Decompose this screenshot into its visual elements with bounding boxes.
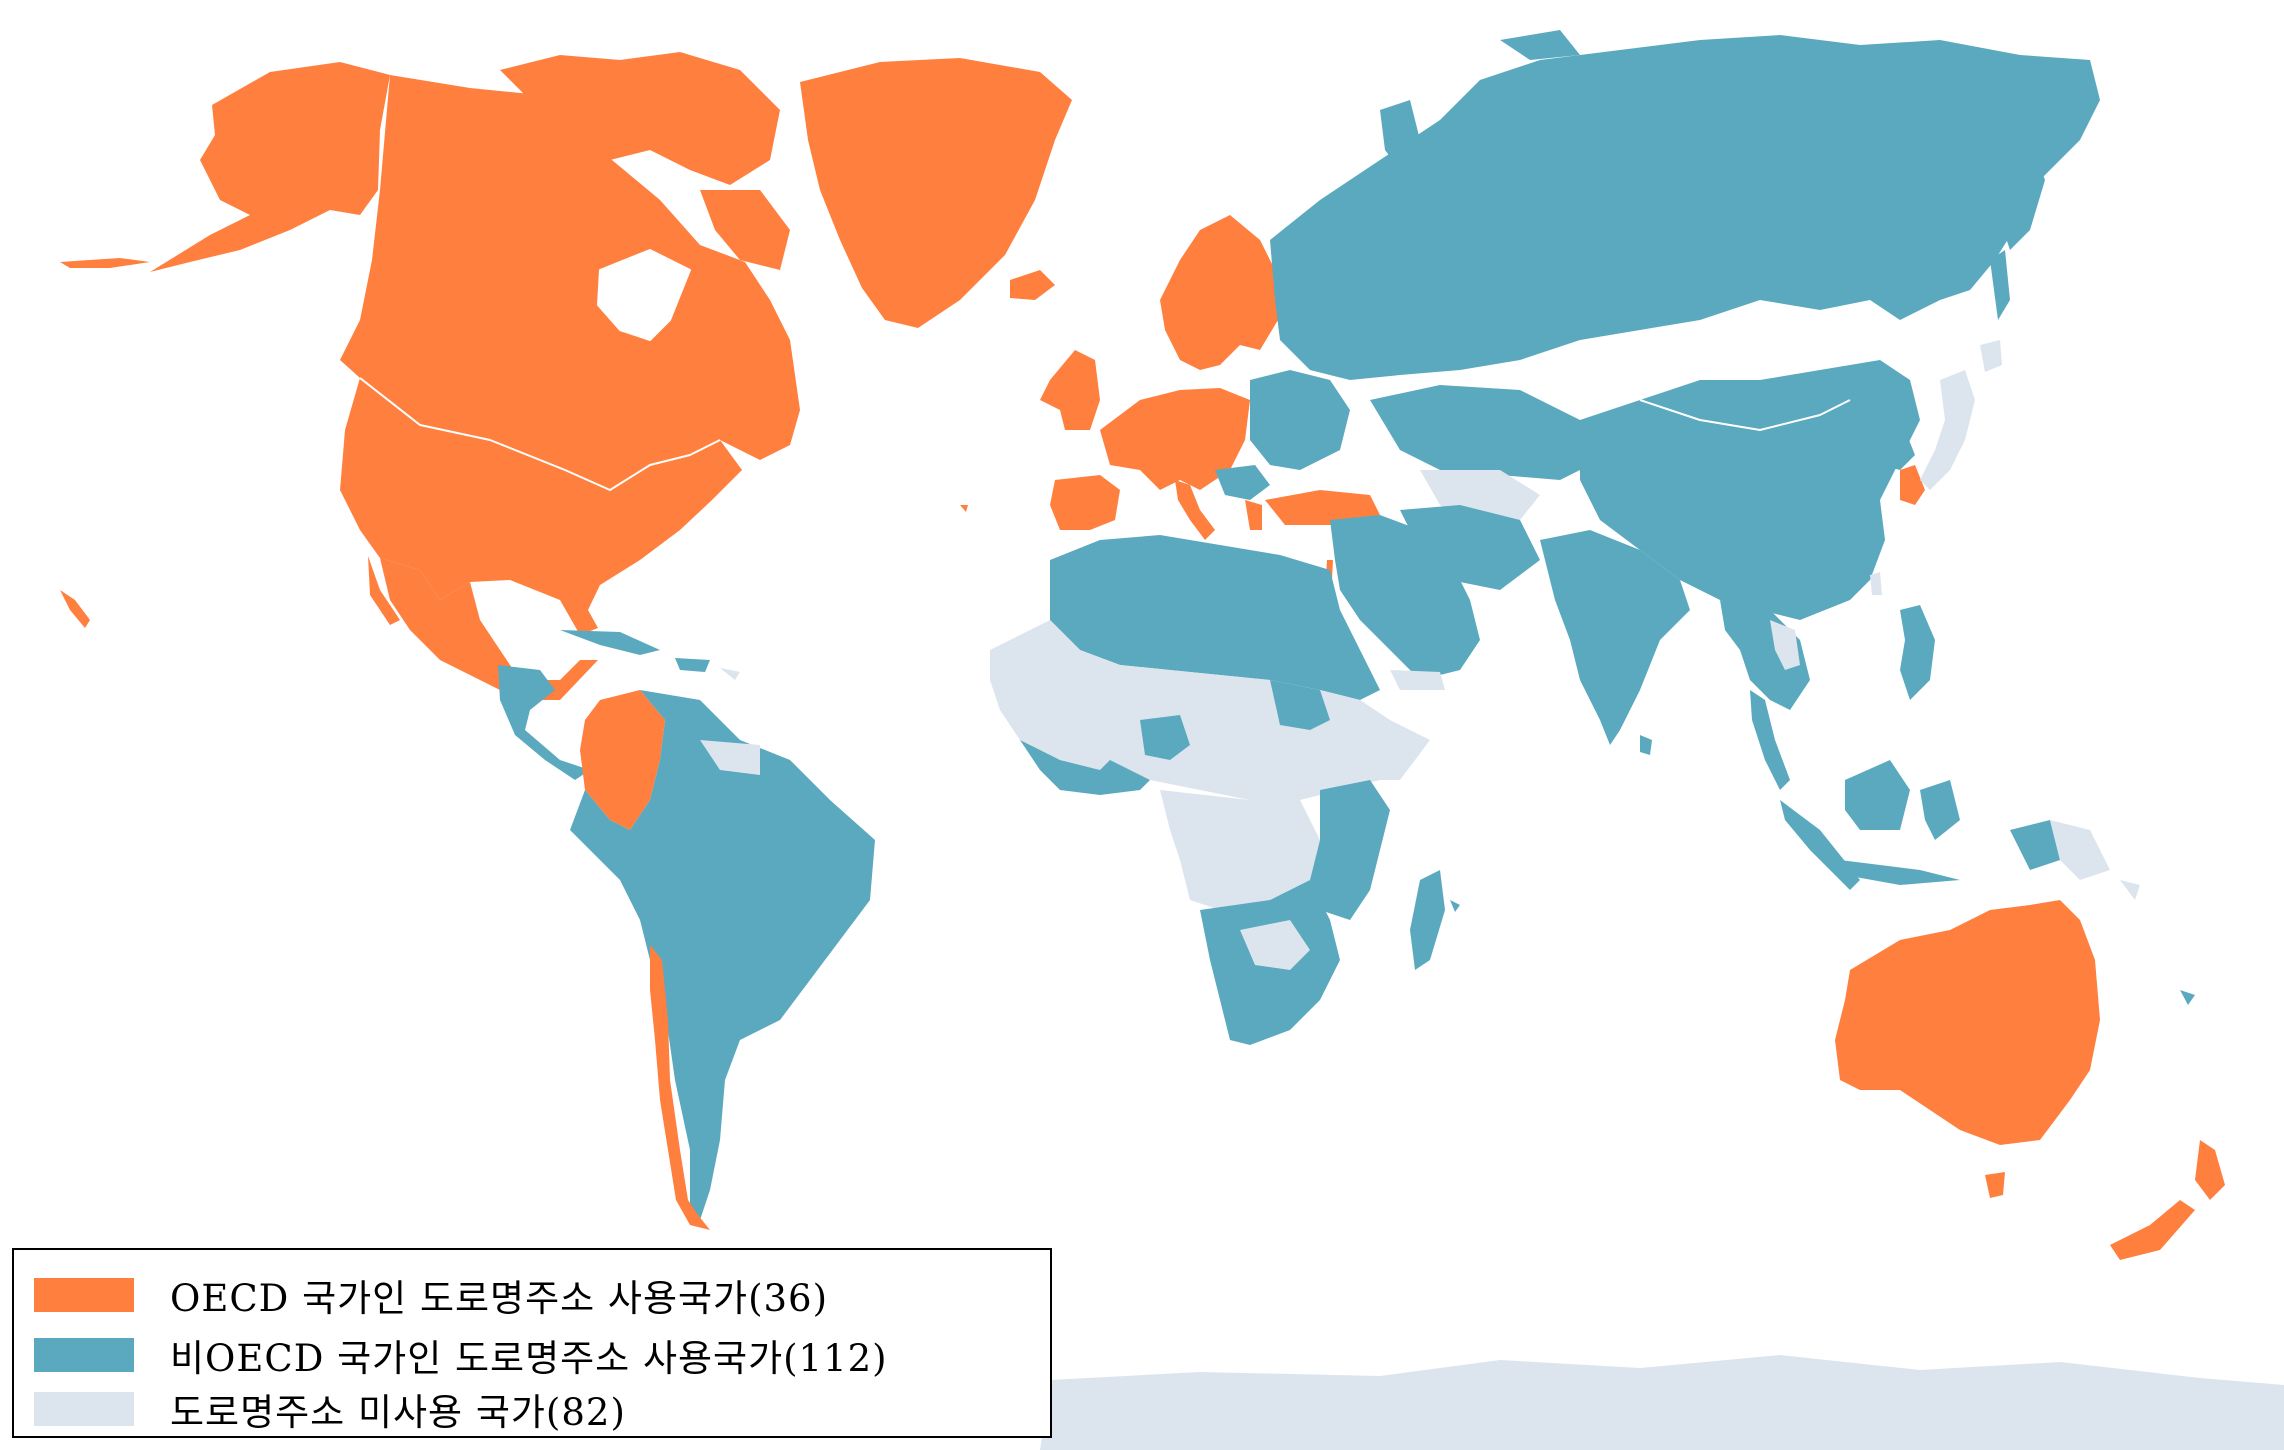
- region-philippines: [1900, 605, 1935, 700]
- region-north-korea: [1880, 430, 1915, 470]
- region-chile: [650, 945, 710, 1230]
- region-central-america: [498, 665, 590, 780]
- region-hudson-bay-shore: [597, 249, 691, 341]
- legend-item-unused: 도로명주소 미사용 국가(82): [34, 1386, 626, 1434]
- region-sakhalin: [1990, 250, 2010, 320]
- legend-swatch-oecd: [34, 1278, 134, 1312]
- region-new-guinea-west: [2010, 820, 2060, 870]
- region-greece: [1245, 500, 1262, 530]
- region-new-guinea-east: [2050, 820, 2110, 880]
- region-canada-islands: [500, 52, 780, 185]
- region-new-zealand: [2195, 1140, 2225, 1200]
- region-tasmania: [1985, 1172, 2005, 1198]
- region-balkans: [1215, 465, 1270, 500]
- region-small-islands: [1450, 900, 1460, 912]
- region-iberia: [1050, 475, 1120, 530]
- region-arctic-islands: [1500, 30, 1580, 60]
- region-north-africa: [1050, 535, 1380, 700]
- region-central-africa: [1160, 790, 1320, 910]
- region-russia: [1270, 35, 2100, 380]
- region-fiji: [2180, 990, 2195, 1005]
- region-hawaii: [60, 590, 90, 628]
- region-aleutians: [60, 258, 150, 268]
- region-guianas: [700, 740, 760, 775]
- region-baja: [368, 556, 400, 625]
- region-cuba: [560, 630, 660, 655]
- legend-item-non-oecd: 비OECD 국가인 도로명주소 사용국가(112): [34, 1332, 888, 1380]
- region-borneo: [1845, 760, 1910, 830]
- region-caribbean-small: [720, 668, 740, 680]
- region-yemen: [1390, 670, 1445, 690]
- region-sumatra: [1780, 800, 1860, 890]
- region-southern-africa-unused: [1240, 920, 1310, 970]
- map-legend: OECD 국가인 도로명주소 사용국가(36) 비OECD 국가인 도로명주소 …: [12, 1248, 1052, 1438]
- region-canada-us-border: [359, 377, 721, 491]
- region-pacific-islands: [2120, 880, 2140, 900]
- legend-label-unused: 도로명주소 미사용 국가(82): [170, 1391, 626, 1434]
- region-east-africa: [1310, 780, 1390, 920]
- region-iceland: [1010, 270, 1055, 300]
- region-canada-island-2: [700, 190, 790, 270]
- region-madagascar: [1410, 870, 1445, 970]
- region-azores: [960, 505, 968, 512]
- region-eastern-europe: [1250, 370, 1350, 470]
- region-antarctica: [1040, 1355, 2284, 1450]
- region-sudan: [1270, 680, 1330, 730]
- region-canada: [340, 75, 800, 490]
- region-novaya-zemlya: [1380, 100, 1420, 170]
- region-laos: [1770, 620, 1800, 670]
- region-japan: [1920, 370, 1975, 490]
- region-sulawesi: [1920, 780, 1960, 840]
- region-uk-ireland: [1040, 350, 1100, 430]
- region-java: [1840, 860, 1960, 885]
- region-usa: [340, 378, 742, 635]
- region-china: [1580, 360, 1920, 620]
- region-mexico: [380, 558, 598, 700]
- region-hispaniola: [675, 658, 710, 672]
- region-horn-of-africa: [1340, 720, 1430, 780]
- legend-swatch-non-oecd: [34, 1338, 134, 1372]
- legend-item-oecd: OECD 국가인 도로명주소 사용국가(36): [34, 1272, 828, 1320]
- region-kamchatka: [2000, 140, 2045, 250]
- region-sahel: [990, 620, 1410, 800]
- region-alaska: [150, 62, 390, 272]
- region-india: [1540, 530, 1690, 745]
- region-western-europe: [1100, 388, 1250, 490]
- legend-swatch-unused: [34, 1392, 134, 1426]
- region-australia: [1835, 900, 2100, 1145]
- region-south-america: [570, 690, 875, 1220]
- legend-label-oecd: OECD 국가인 도로명주소 사용국가(36): [170, 1277, 829, 1320]
- region-sri-lanka: [1640, 735, 1652, 755]
- region-kazakhstan: [1370, 385, 1600, 480]
- region-scandinavia: [1160, 215, 1280, 370]
- region-west-africa-coast: [1020, 740, 1150, 795]
- legend-label-non-oecd: 비OECD 국가인 도로명주소 사용국가(112): [170, 1337, 888, 1380]
- region-mongolia-border: [1639, 399, 1851, 431]
- region-south-korea: [1900, 465, 1925, 505]
- region-hokkaido: [1980, 340, 2002, 372]
- region-italy: [1175, 480, 1215, 540]
- region-new-zealand-south: [2110, 1200, 2195, 1260]
- region-turkey: [1265, 490, 1380, 525]
- region-colombia: [580, 690, 665, 830]
- region-greenland: [800, 58, 1072, 328]
- region-taiwan: [1870, 572, 1882, 595]
- region-malay-peninsula: [1750, 690, 1790, 790]
- region-iran: [1400, 505, 1540, 590]
- region-nigeria: [1140, 715, 1190, 760]
